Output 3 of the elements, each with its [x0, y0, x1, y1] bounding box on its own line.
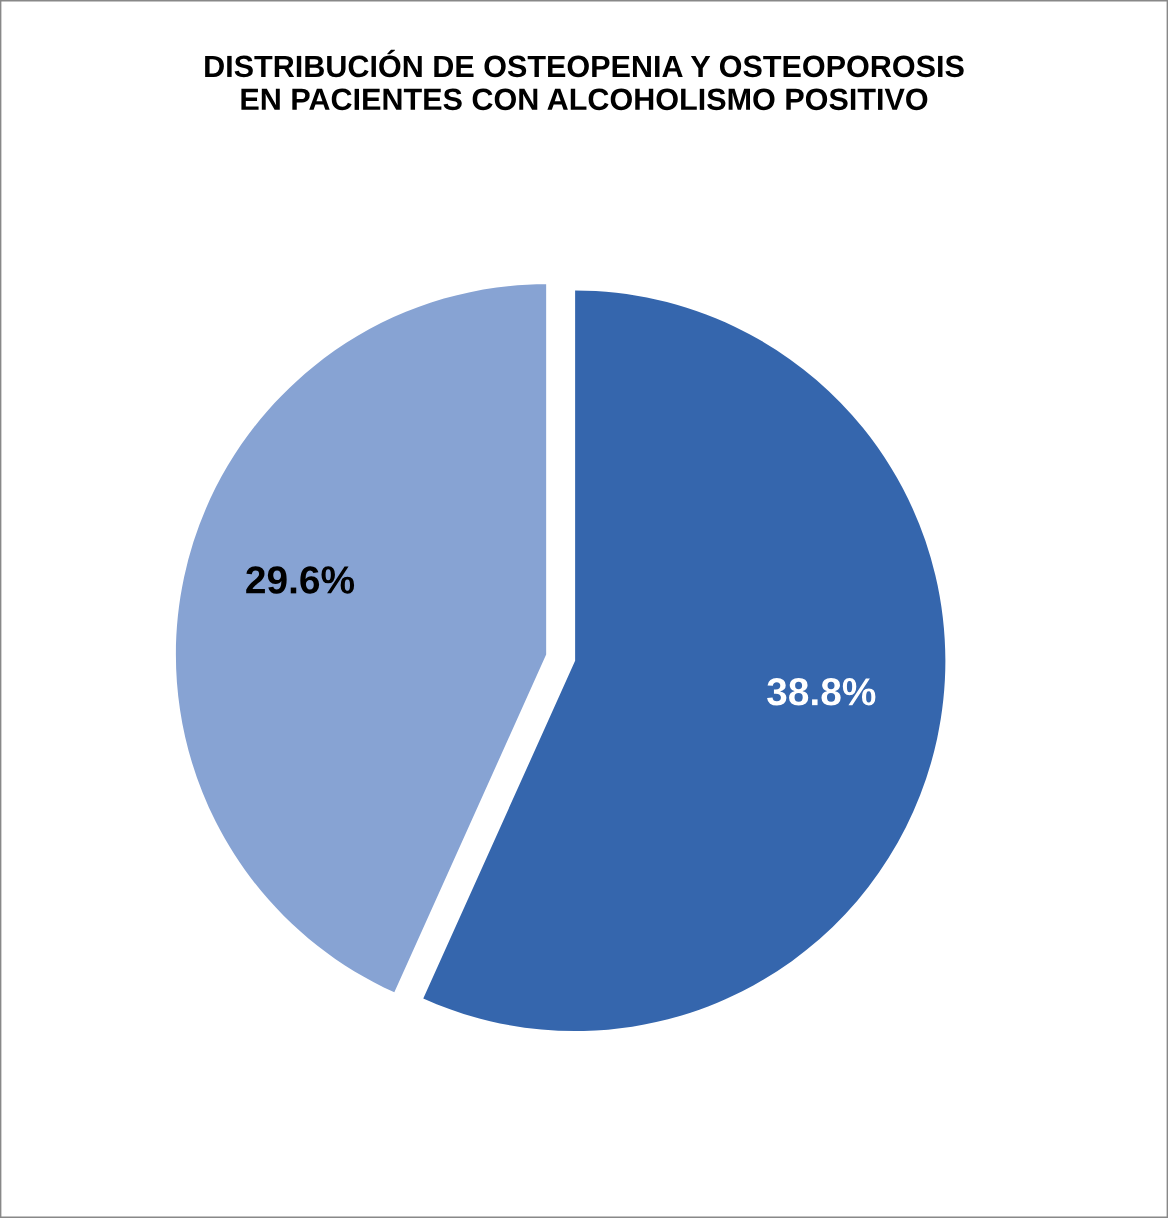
data-label: 29.6%: [246, 566, 355, 594]
data-label: 38.8%: [767, 678, 876, 706]
chart-title: DISTRIBUCIÓN DE OSTEOPENIA Y OSTEOPOROSIS EN PACIENTES CON ALCOHOLISMO POSITIVO: [205, 49, 964, 111]
